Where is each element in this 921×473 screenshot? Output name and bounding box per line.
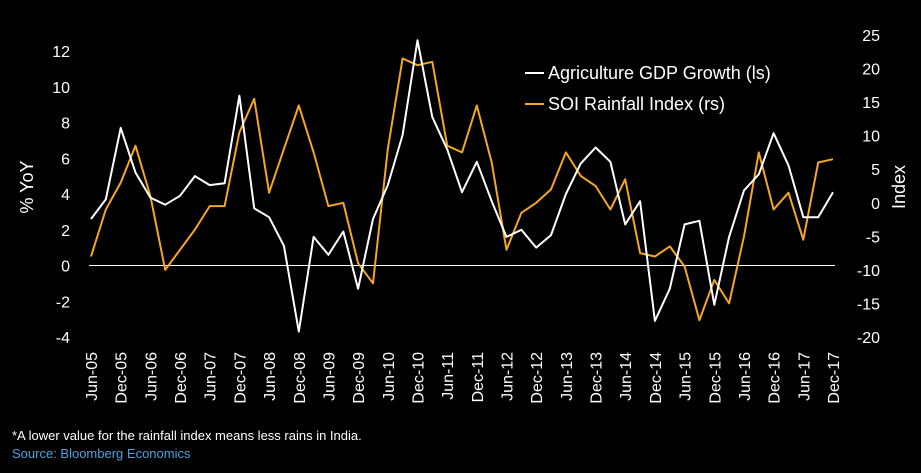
x-tick-label: Jun-10 — [381, 352, 398, 401]
x-tick-label: Dec-16 — [767, 352, 784, 404]
x-tick-label: Jun-17 — [796, 352, 813, 401]
left-tick-label: -2 — [56, 294, 70, 311]
left-tick-label: 8 — [61, 116, 70, 133]
series-lines — [90, 39, 834, 333]
x-tick-label: Dec-17 — [826, 352, 843, 404]
left-tick-label: 0 — [61, 259, 70, 276]
source-text: Source: Bloomberg Economics — [12, 446, 191, 461]
right-tick-label: -20 — [857, 330, 880, 347]
left-axis: -4 -2 0 2 4 6 8 10 12 — [52, 44, 70, 347]
right-tick-label: 10 — [862, 129, 880, 146]
legend: Agriculture GDP Growth (ls) SOI Rainfall… — [525, 63, 771, 114]
x-tick-label: Dec-13 — [589, 352, 606, 404]
left-tick-label: 12 — [52, 44, 70, 61]
right-tick-label: -10 — [857, 263, 880, 280]
x-tick-label: Jun-15 — [678, 352, 695, 401]
left-tick-label: 4 — [61, 187, 70, 204]
x-tick-label: Dec-07 — [232, 352, 249, 404]
right-axis: -20 -15 -10 -5 0 5 10 15 20 25 — [857, 28, 880, 347]
left-tick-label: -4 — [56, 330, 70, 347]
right-axis-title: Index — [889, 165, 909, 209]
series-line-soi-rainfall — [90, 57, 834, 322]
x-tick-label: Dec-11 — [470, 352, 487, 402]
x-tick-label: Jun-13 — [559, 352, 576, 401]
right-tick-label: 0 — [871, 196, 880, 213]
x-tick-label: Jun-11 — [440, 352, 457, 400]
x-tick-label: Jun-14 — [618, 352, 635, 401]
x-tick-label: Jun-05 — [84, 352, 101, 401]
x-tick-label: Dec-12 — [529, 352, 546, 404]
x-tick-label: Dec-06 — [173, 352, 190, 404]
legend-label-gdp: Agriculture GDP Growth (ls) — [548, 63, 771, 83]
x-tick-label: Dec-08 — [292, 352, 309, 404]
x-tick-label: Jun-08 — [262, 352, 279, 401]
left-tick-label: 2 — [61, 223, 70, 240]
right-tick-label: 15 — [862, 95, 880, 112]
right-tick-label: 20 — [862, 62, 880, 79]
left-axis-title: % YoY — [17, 160, 37, 213]
legend-label-soi: SOI Rainfall Index (rs) — [548, 94, 725, 114]
x-axis: Jun-05 Dec-05 Jun-06 Dec-06 Jun-07 Dec-07 Jun-… — [84, 352, 843, 404]
x-tick-label: Dec-05 — [114, 352, 131, 404]
x-tick-label: Dec-09 — [351, 352, 368, 404]
right-tick-label: -15 — [857, 296, 880, 313]
series-line-agriculture-gdp — [90, 39, 834, 333]
x-tick-label: Jun-12 — [500, 352, 517, 401]
x-tick-label: Jun-06 — [143, 352, 160, 401]
x-tick-label: Jun-09 — [321, 352, 338, 401]
x-tick-label: Dec-15 — [707, 352, 724, 404]
x-tick-label: Dec-10 — [410, 352, 427, 404]
x-tick-label: Jun-07 — [203, 352, 220, 401]
right-tick-label: 25 — [862, 28, 880, 45]
left-tick-label: 10 — [52, 80, 70, 97]
right-tick-label: 5 — [871, 162, 880, 179]
footnote: *A lower value for the rainfall index me… — [12, 428, 362, 443]
x-tick-label: Dec-14 — [648, 352, 665, 404]
left-tick-label: 6 — [61, 151, 70, 168]
right-tick-label: -5 — [866, 229, 880, 246]
x-tick-label: Jun-16 — [737, 352, 754, 401]
